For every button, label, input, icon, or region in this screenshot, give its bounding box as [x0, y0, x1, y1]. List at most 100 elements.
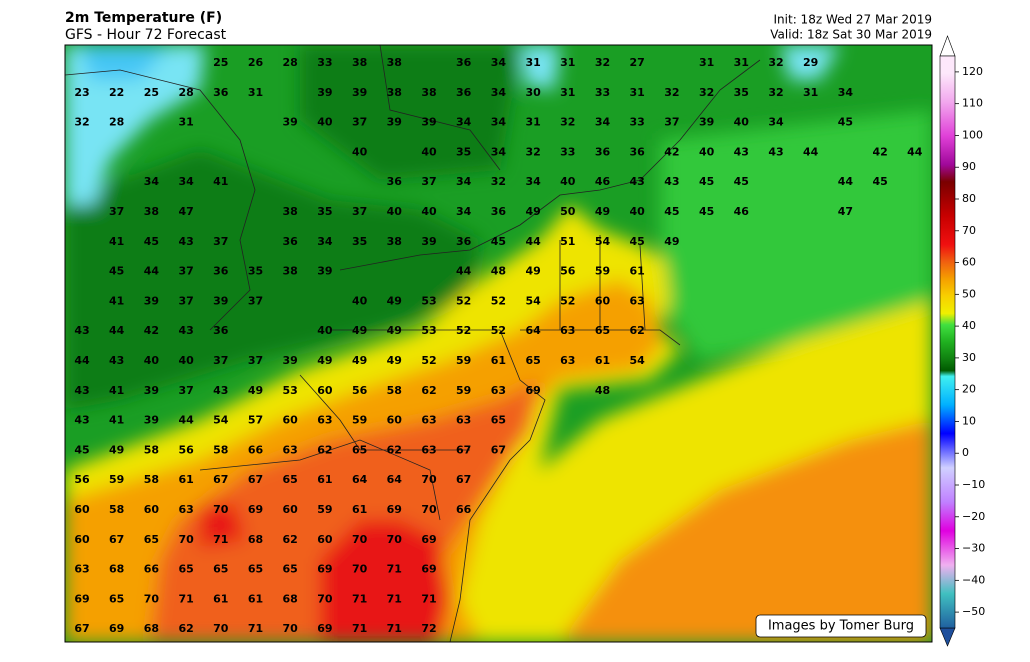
colorbar-tick-label: −40 — [962, 573, 985, 586]
temperature-label: 56 — [352, 384, 368, 397]
temperature-label: 61 — [248, 592, 263, 605]
temperature-label: 63 — [283, 443, 298, 456]
temperature-label: 47 — [178, 205, 193, 218]
temperature-label: 38 — [144, 205, 159, 218]
temperature-label: 51 — [560, 235, 575, 248]
colorbar-bottom-arrow — [939, 627, 956, 647]
temperature-label: 28 — [178, 86, 193, 99]
temperature-label: 58 — [109, 503, 124, 516]
temperature-label: 71 — [352, 592, 367, 605]
temperature-label: 68 — [144, 622, 159, 635]
temperature-label: 59 — [109, 473, 124, 486]
temperature-label: 41 — [109, 294, 124, 307]
temperature-label: 45 — [838, 116, 853, 129]
temperature-label: 45 — [109, 265, 124, 278]
temperature-label: 34 — [525, 175, 541, 188]
temperature-label: 61 — [213, 592, 228, 605]
temperature-label: 44 — [109, 324, 125, 337]
temperature-label: 47 — [838, 205, 853, 218]
temperature-label: 61 — [630, 265, 645, 278]
temperature-label: 53 — [283, 384, 298, 397]
temperature-label: 33 — [630, 116, 645, 129]
temperature-label: 28 — [283, 56, 298, 69]
temperature-label: 37 — [352, 116, 367, 129]
temperature-label: 40 — [421, 205, 437, 218]
temperature-label: 40 — [178, 354, 194, 367]
temperature-label: 43 — [74, 414, 89, 427]
temperature-label: 37 — [178, 384, 193, 397]
temperature-label: 23 — [74, 86, 89, 99]
temperature-label: 64 — [352, 473, 368, 486]
temperature-label: 58 — [387, 384, 402, 397]
temperature-label: 25 — [213, 56, 228, 69]
temperature-label: 43 — [74, 384, 89, 397]
colorbar-tick-label: −10 — [962, 478, 985, 491]
temperature-label: 40 — [699, 145, 715, 158]
temperature-label: 32 — [595, 56, 610, 69]
temperature-label: 39 — [283, 354, 298, 367]
temperature-label: 57 — [248, 414, 263, 427]
temperature-label: 59 — [352, 414, 367, 427]
temperature-label: 63 — [630, 294, 645, 307]
temperature-label: 31 — [525, 116, 540, 129]
temperature-label: 63 — [421, 443, 436, 456]
temperature-label: 64 — [525, 324, 541, 337]
temperature-label: 37 — [213, 235, 228, 248]
temperature-label: 40 — [734, 116, 750, 129]
temperature-label: 54 — [213, 414, 229, 427]
temperature-label: 63 — [560, 354, 575, 367]
temperature-label: 70 — [144, 592, 160, 605]
colorbar-tick-label: 30 — [962, 351, 976, 364]
temperature-label: 70 — [213, 503, 229, 516]
temperature-label: 44 — [74, 354, 90, 367]
colorbar-tick-label: 120 — [962, 65, 983, 78]
colorbar-tick-label: 40 — [962, 319, 976, 332]
temperature-label: 42 — [664, 145, 679, 158]
temperature-label: 45 — [491, 235, 506, 248]
temperature-labels: 25 26 28 33 38 38 36 34 31 31 32 27 31 31 32 29 23 22 25 28… — [74, 56, 922, 635]
temperature-label: 70 — [317, 592, 333, 605]
credit-box — [755, 614, 927, 638]
temperature-label: 54 — [595, 235, 611, 248]
temperature-label: 60 — [317, 384, 333, 397]
temperature-label: 39 — [387, 116, 402, 129]
temperature-label: 68 — [283, 592, 298, 605]
temperature-label: 61 — [352, 503, 367, 516]
temperature-label: 71 — [178, 592, 193, 605]
temperature-label: 27 — [630, 56, 645, 69]
temperature-label: 35 — [248, 265, 263, 278]
temperature-label: 70 — [352, 563, 368, 576]
temperature-label: 34 — [317, 235, 333, 248]
temperature-label: 65 — [283, 473, 298, 486]
temperature-label: 61 — [317, 473, 332, 486]
colorbar-tick-label: 90 — [962, 160, 976, 173]
temperature-label: 44 — [456, 265, 472, 278]
temperature-label: 31 — [525, 56, 540, 69]
temperature-label: 63 — [421, 414, 436, 427]
temperature-label: 71 — [387, 592, 402, 605]
temperature-label: 54 — [630, 354, 646, 367]
temperature-label: 64 — [387, 473, 403, 486]
temperature-label: 34 — [456, 205, 472, 218]
temperature-label: 39 — [144, 414, 159, 427]
temperature-label: 49 — [595, 205, 610, 218]
temperature-label: 69 — [74, 592, 89, 605]
temperature-label: 34 — [595, 116, 611, 129]
temperature-label: 52 — [456, 324, 471, 337]
temperature-label: 63 — [74, 563, 89, 576]
temperature-label: 39 — [699, 116, 714, 129]
colorbar-tick-label: 100 — [962, 128, 983, 141]
temperature-label: 36 — [456, 56, 472, 69]
colorbar-ticks: 1201101009080706050403020100−10−20−30−40… — [955, 65, 985, 618]
temperature-label: 35 — [734, 86, 749, 99]
temperature-label: 54 — [525, 294, 541, 307]
temperature-label: 67 — [74, 622, 89, 635]
temperature-label: 34 — [768, 116, 784, 129]
temperature-label: 67 — [456, 473, 471, 486]
temperature-label: 60 — [283, 503, 299, 516]
colorbar-tick-label: 20 — [962, 383, 976, 396]
temperature-label: 45 — [144, 235, 159, 248]
temperature-label: 70 — [352, 533, 368, 546]
temperature-label: 37 — [109, 205, 124, 218]
temperature-label: 67 — [109, 533, 124, 546]
